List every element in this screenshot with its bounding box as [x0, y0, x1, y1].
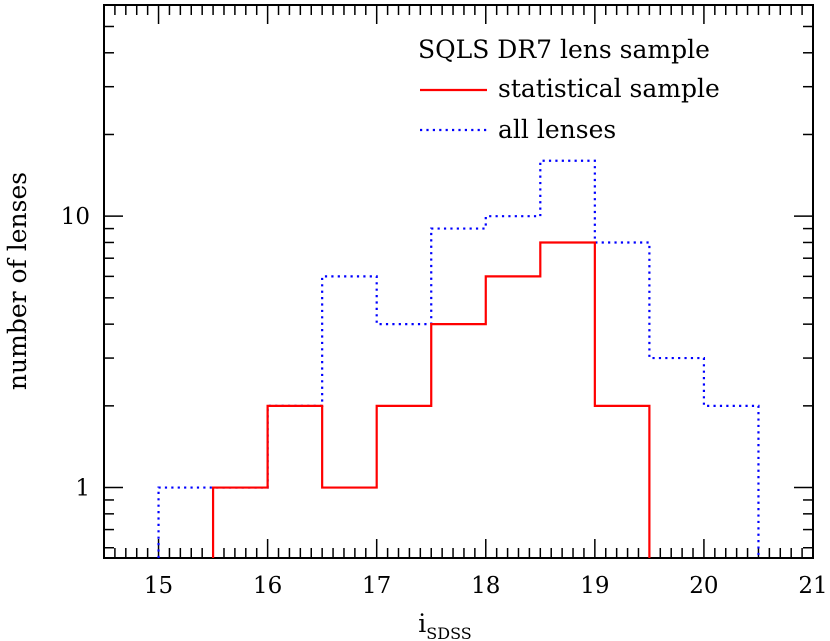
x-tick-label: 18	[471, 573, 500, 599]
x-axis-label: iSDSS	[418, 609, 471, 641]
series-statistical-sample	[211, 241, 651, 558]
x-tick-label: 20	[689, 573, 718, 599]
x-axis-label-main: i	[418, 609, 426, 638]
y-axis-label: number of lenses	[3, 172, 32, 390]
legend-label-statistical-sample: statistical sample	[498, 74, 720, 103]
plot-frame	[103, 4, 814, 559]
y-tick-label: 10	[61, 204, 90, 230]
legend: SQLS DR7 lens sample statistical sample …	[418, 35, 720, 144]
legend-label-all-lenses: all lenses	[498, 115, 616, 144]
x-tick-label: 17	[362, 573, 391, 599]
y-tick-label: 1	[75, 476, 90, 502]
series-all-lenses	[157, 159, 760, 558]
legend-title: SQLS DR7 lens sample	[418, 35, 710, 64]
x-tick-label: 19	[580, 573, 609, 599]
x-tick-label: 16	[253, 573, 282, 599]
x-tick-label: 21	[798, 573, 827, 599]
x-tick-label: 15	[144, 573, 173, 599]
x-axis-label-subscript: SDSS	[426, 624, 471, 641]
axis-ticks	[104, 4, 813, 558]
tick-labels: 15 16 17 18 19 20 21 1 10	[61, 204, 828, 599]
series-group	[157, 159, 760, 558]
